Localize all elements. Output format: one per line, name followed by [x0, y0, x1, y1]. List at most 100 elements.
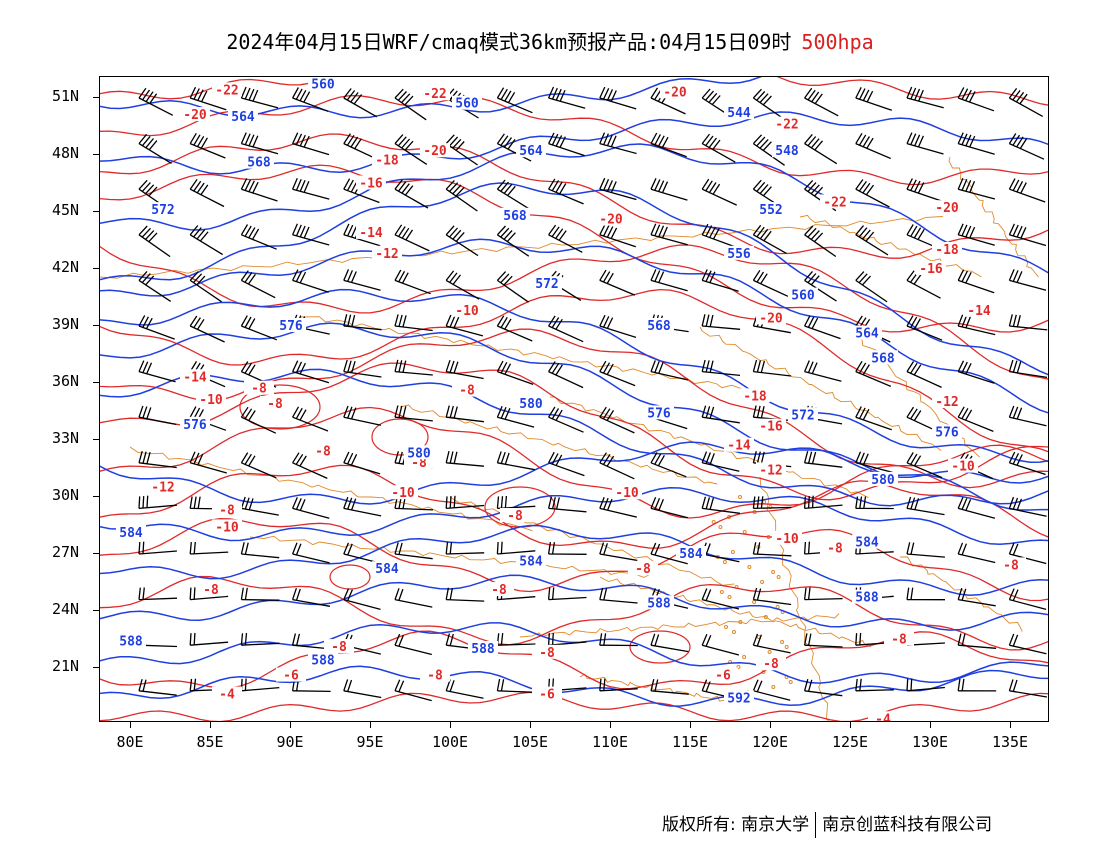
height-label-bg: [724, 690, 754, 705]
height-label-bg: [868, 350, 898, 365]
wind-barb: [138, 360, 176, 383]
wind-barb: [701, 588, 740, 610]
lat-label-48n: 48N: [52, 144, 80, 162]
contour-labels: -22 -20 -22 -20 -22 -18 -20 -16 -20 -22 -20 -14 -18 -…: [116, 77, 1026, 721]
wind-barb: [343, 88, 378, 118]
wind-barb: [240, 270, 276, 299]
wind-barb: [240, 633, 280, 646]
lon-tick: [450, 722, 451, 728]
temperature-label: -8: [635, 562, 651, 577]
height-label: 552: [759, 203, 782, 218]
temperature-label: -20: [599, 213, 623, 228]
height-label-bg: [644, 318, 674, 332]
wind-barb: [138, 495, 177, 510]
title-level: 500hpa: [801, 30, 874, 54]
wind-barb: [445, 314, 484, 337]
wind-barb: [445, 495, 485, 510]
temperature-label: -6: [715, 669, 731, 684]
island-mark: [722, 560, 727, 564]
island-mark: [711, 520, 716, 524]
wind-barb: [906, 86, 944, 109]
wind-barb: [701, 496, 740, 514]
wind-barb: [547, 496, 587, 513]
lon-label-135e: 135E: [991, 733, 1029, 751]
wind-barb: [650, 178, 688, 201]
weather-map: -22 -20 -22 -20 -22 -18 -20 -16 -20 -22 -20 -14 -18 -…: [99, 76, 1049, 722]
island-mark: [771, 685, 776, 689]
wind-barb: [394, 633, 432, 656]
border-line: [699, 326, 942, 451]
wind-barb: [496, 271, 529, 303]
height-label-bg: [372, 561, 402, 576]
height-label: 584: [855, 536, 879, 551]
wind-barb: [547, 632, 587, 646]
wind-barb: [752, 633, 791, 654]
height-contour: [100, 182, 1048, 376]
island-mark: [776, 575, 781, 579]
wind-barb: [1008, 542, 1047, 565]
wind-barb: [752, 496, 792, 510]
island-mark: [771, 570, 776, 574]
wind-barb: [1008, 633, 1047, 655]
height-contour: [100, 143, 1048, 274]
island-mark: [732, 630, 736, 634]
temperature-label-bg: [372, 245, 402, 260]
temperature-label: -12: [151, 481, 174, 496]
temperature-label-bg: [948, 458, 978, 473]
wind-barb: [804, 225, 837, 258]
wind-barb: [650, 360, 689, 381]
island-mark: [727, 595, 732, 599]
lon-label-95e: 95E: [356, 733, 384, 751]
lat-label-51n: 51N: [52, 87, 80, 105]
temperature-label-bg: [452, 382, 482, 397]
temperature-contour: [100, 464, 1048, 549]
height-label: 564: [855, 327, 879, 342]
lat-tick: [93, 667, 99, 668]
wind-barb: [752, 224, 787, 254]
wind-barb: [548, 132, 585, 157]
wind-barb: [548, 361, 584, 389]
lat-label-27n: 27N: [52, 543, 80, 561]
temperature-label-bg: [324, 639, 354, 654]
height-label: 572: [151, 203, 174, 218]
temperature-label-bg: [820, 194, 850, 209]
temperature-label-bg: [180, 107, 210, 122]
temperature-label: -18: [375, 154, 399, 169]
wind-barb: [855, 451, 893, 474]
height-label-bg: [452, 95, 482, 110]
height-label-bg: [516, 143, 546, 158]
wind-barb: [906, 132, 944, 155]
temperature-loop: [329, 564, 371, 590]
wind-barb: [957, 678, 997, 692]
height-label: 572: [535, 277, 558, 292]
wind-barb: [445, 679, 484, 699]
wind-barb: [240, 132, 279, 155]
height-contour: [100, 665, 1048, 707]
wind-barb: [240, 178, 278, 202]
temperature-label-bg: [756, 462, 786, 477]
height-label-bg: [116, 525, 146, 540]
wind-barb: [599, 86, 637, 110]
height-label: 564: [231, 110, 255, 125]
island-mark: [762, 500, 767, 504]
height-label: 560: [455, 97, 479, 112]
wind-barb: [343, 405, 382, 426]
temperature-label-bg: [532, 644, 562, 659]
wind-barb: [1008, 679, 1048, 698]
wind-barb: [496, 225, 530, 257]
wind-barb: [445, 587, 485, 602]
height-label-bg: [772, 143, 802, 158]
wind-barb: [343, 314, 382, 331]
map-title: 2024年04月15日WRF/cmaq模式36km预报产品:04月15日09时 5…: [0, 26, 1100, 55]
wind-barb: [804, 87, 839, 117]
height-label-bg: [500, 207, 530, 222]
height-label-bg: [644, 595, 674, 610]
height-contour: [100, 441, 1048, 511]
wind-barb: [650, 132, 687, 158]
wind-barb: [1008, 178, 1046, 203]
wind-barb: [650, 633, 689, 653]
wind-barb: [1008, 269, 1047, 291]
temperature-label: -6: [283, 669, 299, 684]
wind-barb: [906, 361, 942, 388]
height-label: 584: [119, 526, 143, 541]
